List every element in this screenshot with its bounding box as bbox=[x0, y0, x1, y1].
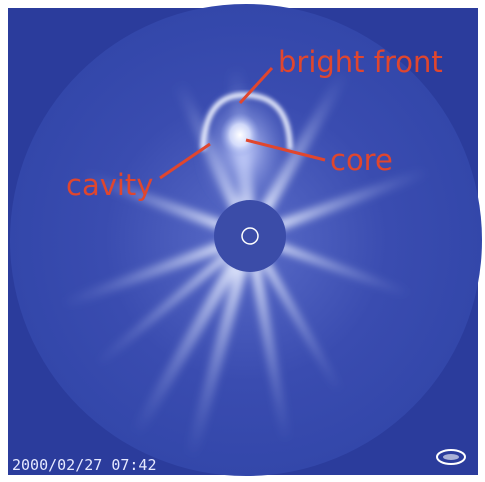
sun-outline bbox=[241, 227, 259, 245]
lasco-logo bbox=[436, 449, 466, 465]
occulter bbox=[214, 200, 286, 272]
label-cavity: cavity bbox=[66, 168, 153, 202]
label-bright-front: bright front bbox=[278, 45, 443, 79]
label-core: core bbox=[330, 143, 393, 177]
cme bbox=[196, 85, 293, 215]
timestamp: 2000/02/27 07:42 bbox=[12, 456, 157, 474]
pointer-lines bbox=[159, 66, 326, 180]
